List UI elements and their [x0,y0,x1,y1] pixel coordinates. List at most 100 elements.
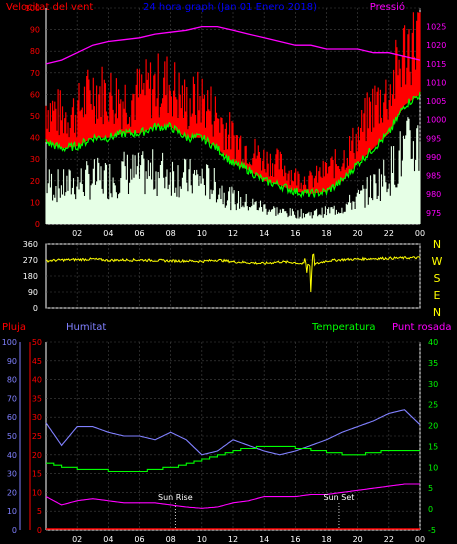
panel3-x-tick-label: 04 [103,535,113,544]
temperature-tick-label: 15 [428,442,438,451]
compass-label: N [433,306,441,319]
temperature-tick-label: 35 [428,359,438,368]
panel3-x-tick-label: 08 [166,535,176,544]
wind-tick-label: 70 [30,69,40,78]
humidity-tick-label: 70 [7,394,17,403]
wind-tick-label: 20 [30,177,40,186]
rain-tick-label: 40 [32,376,42,385]
humidity-tick-label: 20 [7,488,17,497]
pressure-tick-label: 1005 [426,97,446,106]
panel1-x-tick-label: 04 [103,229,113,238]
pressure-tick-label: 995 [426,134,441,143]
temperature-series [46,445,420,473]
humidity-tick-label: 10 [7,507,17,516]
rain-tick-label: 20 [32,451,42,460]
wind-low-series [45,117,421,224]
panel1-x-tick-label: 20 [353,229,363,238]
direction-tick-label: 0 [33,304,38,313]
pressure-tick-label: 1020 [426,41,446,50]
rain-tick-label: 5 [37,507,42,516]
temperature-tick-label: 20 [428,422,438,431]
dewpoint-legend: Punt rosada [392,322,451,333]
humidity-tick-label: 100 [2,338,17,347]
panel1-x-tick-label: 10 [197,229,207,238]
panel1-x-tick-label: 02 [72,229,82,238]
rain-tick-label: 30 [32,413,42,422]
temperature-tick-label: 0 [428,505,433,514]
wind-direction-series [45,253,421,293]
pressure-tick-label: 1015 [426,60,446,69]
wind-average-series [45,91,421,199]
direction-tick-label: 270 [23,256,38,265]
wind-axis-title: Velocitat del vent [6,2,93,13]
humidity-series [45,409,421,456]
temperature-tick-label: 30 [428,380,438,389]
sunrise-label: Sun Rise [158,493,193,502]
humidity-legend: Humitat [66,322,106,333]
panel1-x-tick-label: 06 [134,229,144,238]
pressure-tick-label: 1000 [426,116,446,125]
rain-tick-label: 15 [32,470,42,479]
direction-tick-label: 90 [28,288,38,297]
pressure-tick-label: 1025 [426,23,446,32]
panel3-x-tick-label: 18 [321,535,331,544]
pressure-tick-label: 1010 [426,78,446,87]
compass-label: S [434,272,441,285]
sunset-label: Sun Set [324,493,355,502]
wind-tick-label: 90 [30,26,40,35]
temperature-tick-label: 25 [428,401,438,410]
humidity-tick-label: 40 [7,451,17,460]
humidity-tick-label: 60 [7,413,17,422]
humidity-tick-label: 90 [7,357,17,366]
panel3-x-tick-label: 22 [384,535,394,544]
temperature-tick-label: -5 [428,526,436,535]
temperature-tick-label: 10 [428,463,438,472]
panel3-x-tick-label: 20 [353,535,363,544]
dewpoint-series [45,483,420,509]
direction-tick-label: 180 [23,272,38,281]
wind-tick-label: 0 [35,220,40,229]
compass-label: N [433,238,441,251]
pressure-tick-label: 975 [426,209,441,218]
wind-gust-series [45,12,421,194]
temperature-tick-label: 5 [428,484,433,493]
humidity-tick-label: 0 [12,526,17,535]
rain-tick-label: 25 [32,432,42,441]
rain-tick-label: 50 [32,338,42,347]
compass-label: E [434,289,441,302]
wind-tick-label: 60 [30,90,40,99]
temperature-legend: Temperatura [311,322,376,333]
panel3-x-tick-label: 06 [134,535,144,544]
panel1-x-tick-label: 16 [290,229,300,238]
panel1-x-tick-label: 08 [166,229,176,238]
wind-tick-label: 100 [25,4,40,13]
chart-title: 24 hora graph (Jan 01 Enero 2018) [143,2,317,13]
rain-tick-label: 0 [37,526,42,535]
pressure-axis-title: Pressió [370,1,405,13]
wind-tick-label: 40 [30,134,40,143]
pressure-tick-label: 985 [426,172,441,181]
wind-tick-label: 10 [30,198,40,207]
wind-tick-label: 80 [30,47,40,56]
panel3-x-tick-label: 00 [415,535,425,544]
direction-tick-label: 360 [23,240,38,249]
humidity-tick-label: 30 [7,470,17,479]
pressure-series [45,25,421,65]
panel1-x-tick-label: 18 [321,229,331,238]
panel1-x-tick-label: 14 [259,229,269,238]
panel1-x-tick-label: 12 [228,229,238,238]
compass-label: W [432,255,443,268]
panel1-x-tick-label: 00 [415,229,425,238]
panel3-x-tick-label: 12 [228,535,238,544]
panel1-x-tick-label: 22 [384,229,394,238]
humidity-tick-label: 50 [7,432,17,441]
rain-tick-label: 45 [32,357,42,366]
wind-tick-label: 30 [30,155,40,164]
rain-tick-label: 35 [32,394,42,403]
pressure-tick-label: 980 [426,190,441,199]
panel3-x-tick-label: 10 [197,535,207,544]
panel3-x-tick-label: 02 [72,535,82,544]
pressure-tick-label: 990 [426,153,441,162]
